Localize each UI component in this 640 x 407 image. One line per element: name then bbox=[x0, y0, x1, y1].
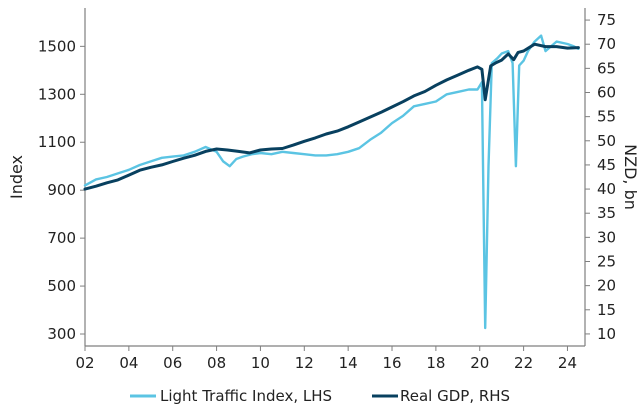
y-left-tick-label: 1300 bbox=[38, 85, 76, 103]
y-right-tick-label: 20 bbox=[597, 277, 616, 295]
series-line-traffic bbox=[83, 34, 580, 330]
x-tick-label: 20 bbox=[470, 354, 489, 372]
y-right-axis-title: NZD, bn bbox=[621, 144, 640, 210]
legend-label-traffic: Light Traffic Index, LHS bbox=[160, 387, 332, 405]
y-right-tick-label: 30 bbox=[597, 228, 616, 246]
y-left-tick-label: 300 bbox=[47, 325, 76, 343]
y-right-tick-label: 50 bbox=[597, 132, 616, 150]
x-ticks: 02 04 06 08 10 12 14 16 18 20 22 24 bbox=[75, 346, 577, 372]
y-right-tick-label: 65 bbox=[597, 59, 616, 77]
x-tick-label: 16 bbox=[382, 354, 401, 372]
x-tick-label: 14 bbox=[339, 354, 358, 372]
x-tick-label: 08 bbox=[207, 354, 226, 372]
x-tick-label: 04 bbox=[119, 354, 138, 372]
y-left-ticks: 300 500 700 900 1100 1300 1500 bbox=[38, 37, 85, 343]
y-right-tick-label: 35 bbox=[597, 204, 616, 222]
x-tick-label: 18 bbox=[426, 354, 445, 372]
y-left-tick-label: 500 bbox=[47, 277, 76, 295]
y-right-tick-label: 70 bbox=[597, 35, 616, 53]
x-tick-label: 24 bbox=[558, 354, 577, 372]
legend-label-gdp: Real GDP, RHS bbox=[400, 387, 510, 405]
x-tick-label: 10 bbox=[251, 354, 270, 372]
y-right-tick-label: 15 bbox=[597, 301, 616, 319]
x-tick-label: 22 bbox=[514, 354, 533, 372]
y-right-tick-label: 60 bbox=[597, 84, 616, 102]
y-left-tick-label: 700 bbox=[47, 229, 76, 247]
y-right-tick-label: 25 bbox=[597, 253, 616, 271]
y-left-tick-label: 900 bbox=[47, 181, 76, 199]
axes bbox=[84, 8, 586, 347]
y-right-tick-label: 10 bbox=[597, 325, 616, 343]
y-right-ticks: 10 15 20 25 30 35 40 45 50 55 60 65 70 75 bbox=[585, 11, 616, 343]
x-tick-label: 02 bbox=[75, 354, 94, 372]
series-line-gdp bbox=[83, 42, 580, 191]
series-layer bbox=[83, 34, 580, 330]
y-left-tick-label: 1100 bbox=[38, 133, 76, 151]
x-tick-label: 12 bbox=[295, 354, 314, 372]
y-right-tick-label: 45 bbox=[597, 156, 616, 174]
y-right-tick-label: 55 bbox=[597, 108, 616, 126]
y-right-tick-label: 75 bbox=[597, 11, 616, 29]
x-tick-label: 06 bbox=[163, 354, 182, 372]
legend: Light Traffic Index, LHS Real GDP, RHS bbox=[130, 387, 510, 405]
y-left-tick-label: 1500 bbox=[38, 37, 76, 55]
y-left-axis-title: Index bbox=[7, 155, 26, 199]
y-right-tick-label: 40 bbox=[597, 180, 616, 198]
